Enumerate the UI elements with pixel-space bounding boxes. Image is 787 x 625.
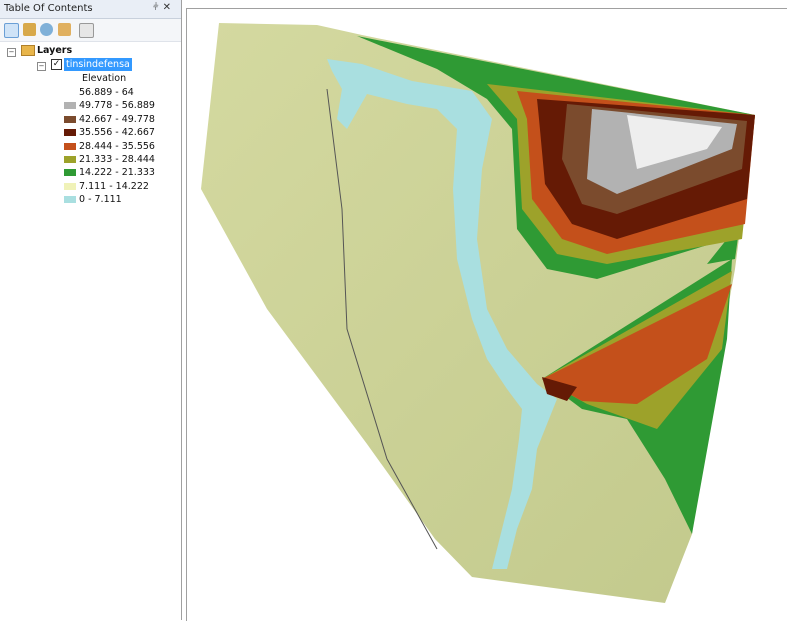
panel-title: Table Of Contents	[4, 3, 93, 14]
layers-icon	[21, 45, 35, 56]
data-frame-name[interactable]: Layers	[37, 45, 73, 56]
legend-label: 35.556 - 42.667	[79, 127, 155, 139]
panel-buttons[interactable]: ⫩✕	[152, 2, 175, 13]
legend-swatch	[64, 156, 76, 163]
legend-label: 0 - 7.111	[79, 194, 122, 206]
list-by-source[interactable]	[23, 23, 36, 36]
list-by-visibility[interactable]	[40, 23, 53, 36]
road-line	[326, 88, 438, 550]
legend-swatch	[64, 115, 76, 123]
lower-ridge-dark	[542, 377, 577, 401]
layer-name[interactable]: tinsindefensa	[64, 58, 132, 71]
legend-swatch	[64, 196, 76, 204]
legend-swatch	[64, 169, 76, 177]
legend-swatch	[64, 129, 76, 137]
toc-toolbar	[0, 19, 181, 42]
options[interactable]	[79, 23, 94, 38]
legend-label: 49.778 - 56.889	[79, 100, 155, 112]
legend-swatch	[64, 182, 76, 190]
legend-label: 28.444 - 35.556	[79, 140, 155, 152]
collapse-button[interactable]: −	[7, 48, 16, 57]
field-name: Elevation	[82, 73, 127, 84]
visibility-checkbox[interactable]: ✓	[51, 59, 62, 70]
collapse-button[interactable]: −	[37, 62, 46, 71]
map-view	[186, 8, 787, 621]
white-zone	[627, 115, 722, 169]
map-canvas	[201, 23, 755, 603]
table-of-contents: Table Of Contents ⫩✕ − Layers − ✓ tinsin…	[0, 0, 182, 620]
lower-ridge-orange	[542, 284, 732, 404]
legend-label: 7.111 - 14.222	[79, 180, 149, 192]
water-area	[327, 59, 557, 569]
panel-title-bar: Table Of Contents ⫩✕	[0, 0, 181, 19]
legend-swatch	[64, 89, 76, 96]
legend-label: 42.667 - 49.778	[79, 113, 155, 125]
legend-label: 14.222 - 21.333	[79, 167, 155, 179]
list-by-drawing-order[interactable]	[4, 23, 19, 38]
list-by-selection[interactable]	[58, 23, 71, 36]
legend-swatch	[64, 102, 76, 110]
legend-label: 56.889 - 64	[79, 87, 134, 98]
legend-swatch	[64, 142, 76, 150]
legend-label: 21.333 - 28.444	[79, 154, 155, 165]
